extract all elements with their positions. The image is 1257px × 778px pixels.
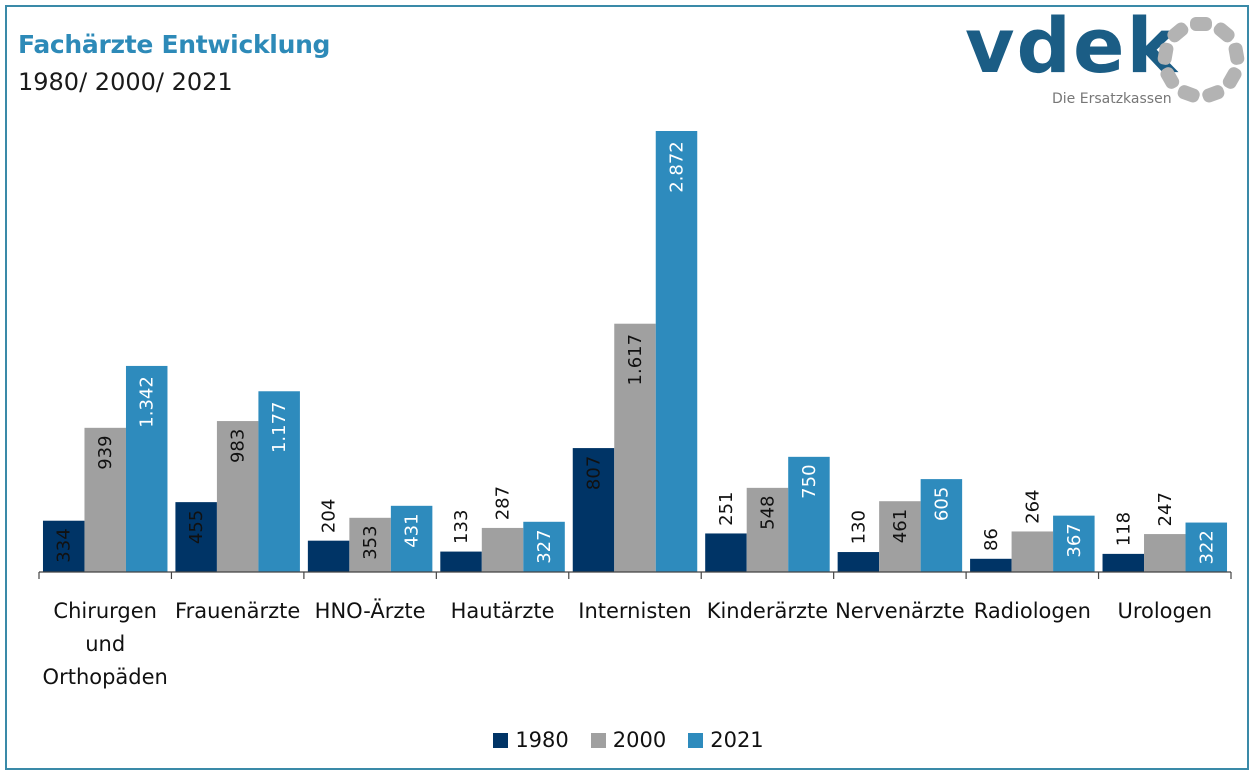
data-label: 334 [54, 528, 75, 562]
legend-swatch [493, 732, 509, 748]
legend-label: 1980 [515, 728, 569, 752]
bar-2000 [746, 487, 789, 572]
data-label: 750 [799, 464, 820, 498]
bar-2000 [879, 501, 921, 572]
data-label: 548 [757, 495, 778, 529]
bar-1980 [837, 552, 880, 572]
data-label: 605 [931, 487, 952, 521]
category-label: Frauenärzte [175, 599, 300, 623]
data-label: 2.872 [667, 141, 688, 193]
logo-ring-segment [1213, 22, 1235, 43]
bar-2000 [481, 527, 524, 572]
bar-2000 [1011, 531, 1054, 572]
bar-2021 [1053, 515, 1095, 572]
bar-2021 [920, 479, 963, 572]
bar-2021 [1185, 522, 1228, 572]
data-label: 431 [402, 513, 423, 547]
category-label: Internisten [578, 599, 691, 623]
data-label: 983 [228, 429, 249, 463]
data-label: 133 [451, 510, 472, 544]
bar-1980 [572, 448, 615, 572]
data-label: 1.342 [137, 376, 158, 428]
data-label: 287 [493, 486, 514, 520]
bar-1980 [307, 540, 350, 572]
logo-ring-icon [1157, 17, 1245, 103]
bar-2021 [788, 456, 830, 572]
bar-2000 [1144, 534, 1186, 572]
bar-2000 [84, 427, 126, 572]
data-label: 322 [1196, 530, 1217, 564]
logo-ring-segment [1202, 85, 1225, 103]
data-label: 367 [1064, 523, 1085, 557]
bar-2000 [614, 323, 656, 572]
legend-swatch [590, 732, 606, 748]
bar-2000 [349, 517, 391, 572]
bar-2021 [125, 365, 168, 572]
logo-ring-segment [1160, 67, 1180, 89]
bar-2021 [390, 505, 433, 572]
data-label: 1.177 [269, 402, 290, 454]
bar-2021 [523, 521, 565, 572]
category-label: und [85, 632, 125, 656]
logo-ring-segment [1177, 85, 1200, 103]
logo-ring-segment [1228, 42, 1245, 65]
data-label: 264 [1022, 489, 1043, 523]
data-label: 939 [95, 435, 116, 469]
category-label: Urologen [1117, 599, 1212, 623]
logo-ring-segment [1222, 67, 1242, 89]
logo-ring-segment [1167, 22, 1189, 43]
category-label: Radiologen [974, 599, 1091, 623]
data-label: 807 [584, 456, 605, 490]
legend-swatch [688, 732, 704, 748]
bar-1980 [42, 520, 85, 572]
chart-legend: 1980 2000 2021 [0, 728, 1257, 752]
data-label: 130 [848, 510, 869, 544]
data-label: 1.617 [625, 334, 646, 386]
legend-label: 2021 [710, 728, 764, 752]
logo-wordmark: vdek [965, 1, 1180, 90]
legend-label: 2000 [612, 728, 667, 752]
legend-item-1980: 1980 [493, 728, 569, 752]
bar-1980 [970, 558, 1012, 572]
data-label: 118 [1113, 512, 1134, 546]
logo-ring-segment [1157, 42, 1174, 65]
data-label: 461 [890, 509, 911, 543]
chart-title: Fachärzte Entwicklung [18, 30, 331, 59]
category-label: Hautärzte [451, 599, 555, 623]
category-label: HNO-Ärzte [315, 598, 426, 623]
bar-2021 [258, 391, 300, 572]
data-label: 204 [319, 499, 340, 533]
category-label: Kinderärzte [707, 599, 828, 623]
bar-2000 [216, 421, 259, 572]
data-label: 86 [981, 528, 1002, 551]
data-label: 455 [186, 510, 207, 544]
logo-tagline: Die Ersatzkassen [1052, 91, 1172, 107]
category-label: Orthopäden [43, 665, 168, 689]
bar-1980 [1102, 553, 1145, 572]
category-label: Chirurgen [53, 599, 157, 623]
data-label: 251 [716, 491, 737, 525]
vdek-logo: vdek Die Ersatzkassen [960, 1, 1250, 112]
legend-item-2000: 2000 [590, 728, 667, 752]
logo-ring-segment [1190, 17, 1212, 31]
chart-subtitle: 1980/ 2000/ 2021 [18, 68, 233, 96]
bar-1980 [705, 533, 747, 572]
data-label: 327 [534, 529, 555, 563]
bar-1980 [440, 551, 482, 572]
data-label: 353 [360, 525, 381, 559]
legend-item-2021: 2021 [688, 728, 764, 752]
bar-2021 [655, 131, 698, 572]
category-label: Nervenärzte [835, 599, 965, 623]
data-label: 247 [1155, 492, 1176, 526]
bar-1980 [175, 502, 217, 572]
